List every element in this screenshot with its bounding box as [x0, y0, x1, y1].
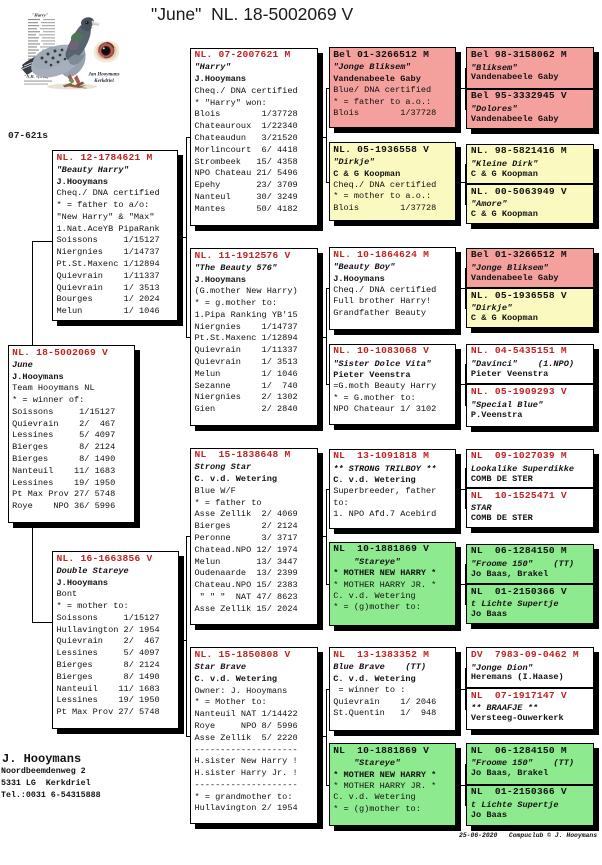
svg-text:"Harry": "Harry" — [32, 13, 49, 18]
svg-text:"N.H. ×(5/6a)": "N.H. ×(5/6a)" — [24, 74, 51, 79]
svg-text:Jan Hooymans: Jan Hooymans — [87, 73, 119, 78]
svg-text:Kerkdriel: Kerkdriel — [93, 79, 114, 84]
